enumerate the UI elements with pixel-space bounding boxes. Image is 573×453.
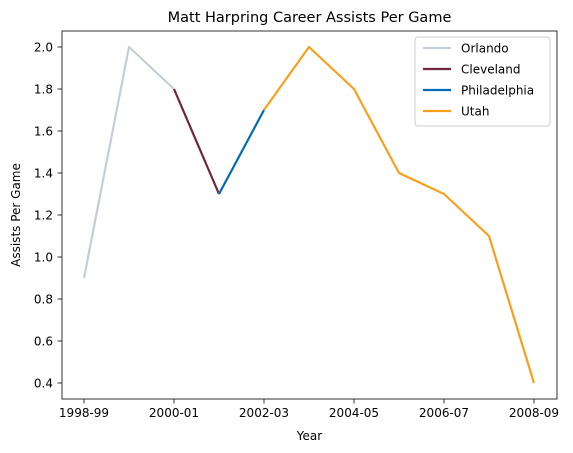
x-axis-label: Year (296, 429, 322, 443)
x-axis: 1998-99 2000-01 2002-03 2004-05 2006-07 2008-… (59, 399, 559, 420)
y-tick-label: 0.4 (34, 376, 53, 390)
series-line-cleveland (172, 88, 221, 195)
y-tick-label: 1.0 (34, 250, 53, 264)
y-tick-label: 2.0 (34, 40, 53, 54)
legend-label-cleveland: Cleveland (461, 62, 521, 76)
chart-title: Matt Harpring Career Assists Per Game (168, 10, 452, 26)
legend-label-orlando: Orlando (461, 41, 509, 55)
y-tick-label: 1.4 (34, 166, 53, 180)
legend-label-utah: Utah (461, 104, 489, 118)
plot-lines (82, 45, 536, 384)
legend: Orlando Cleveland Philadelphia Utah (414, 36, 551, 127)
y-tick-label: 0.8 (34, 292, 53, 306)
x-tick-label: 2004-05 (329, 406, 379, 420)
y-tick-label: 1.6 (34, 124, 53, 138)
series-line-philadelphia (218, 109, 265, 195)
legend-box (414, 36, 551, 127)
series-line-orlando (82, 45, 175, 279)
y-axis: 0.4 0.6 0.8 1.0 1.2 1.4 1.6 1.8 2.0 (34, 40, 62, 390)
legend-label-philadelphia: Philadelphia (461, 83, 534, 97)
y-tick-label: 1.8 (34, 82, 53, 96)
y-axis-label: Assists Per Game (9, 163, 23, 267)
y-tick-label: 1.2 (34, 208, 53, 222)
x-tick-label: 1998-99 (59, 406, 109, 420)
x-tick-label: 2002-03 (239, 406, 289, 420)
y-tick-label: 0.6 (34, 334, 53, 348)
x-tick-label: 2000-01 (149, 406, 199, 420)
x-tick-label: 2008-09 (509, 406, 559, 420)
series-line-utah (263, 45, 536, 384)
x-tick-label: 2006-07 (419, 406, 469, 420)
